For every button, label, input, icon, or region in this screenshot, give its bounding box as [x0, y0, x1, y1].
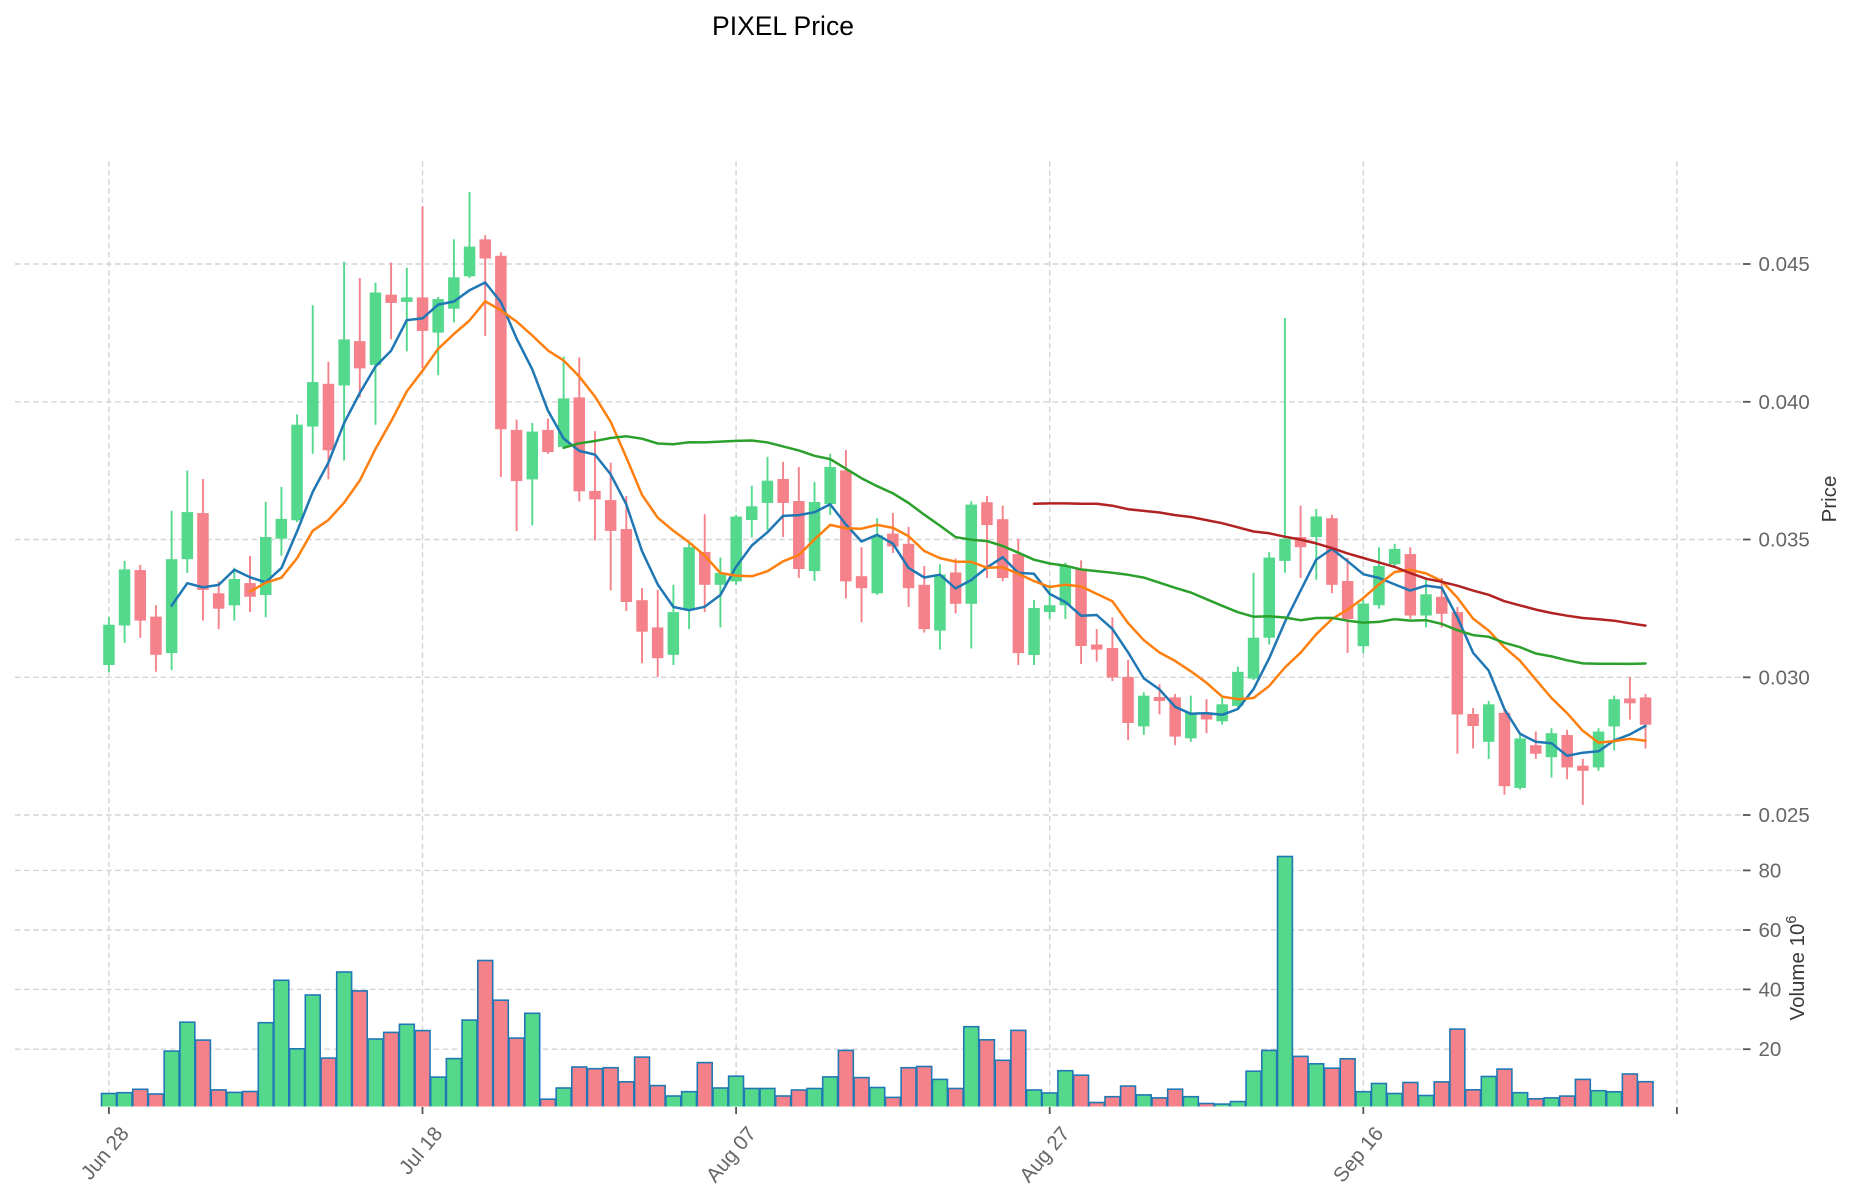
svg-text:40: 40	[1759, 978, 1782, 1001]
svg-text:Price: Price	[1818, 476, 1841, 523]
svg-text:0.040: 0.040	[1759, 391, 1810, 414]
svg-text:0.025: 0.025	[1759, 804, 1810, 827]
svg-text:Volume 106: Volume 106	[1784, 916, 1809, 1021]
svg-text:PIXEL Price: PIXEL Price	[712, 11, 854, 41]
svg-text:20: 20	[1759, 1038, 1782, 1061]
svg-text:0.035: 0.035	[1759, 529, 1810, 552]
svg-text:0.030: 0.030	[1759, 666, 1810, 689]
svg-text:0.045: 0.045	[1759, 253, 1810, 276]
svg-text:80: 80	[1759, 859, 1782, 882]
svg-text:60: 60	[1759, 919, 1782, 942]
